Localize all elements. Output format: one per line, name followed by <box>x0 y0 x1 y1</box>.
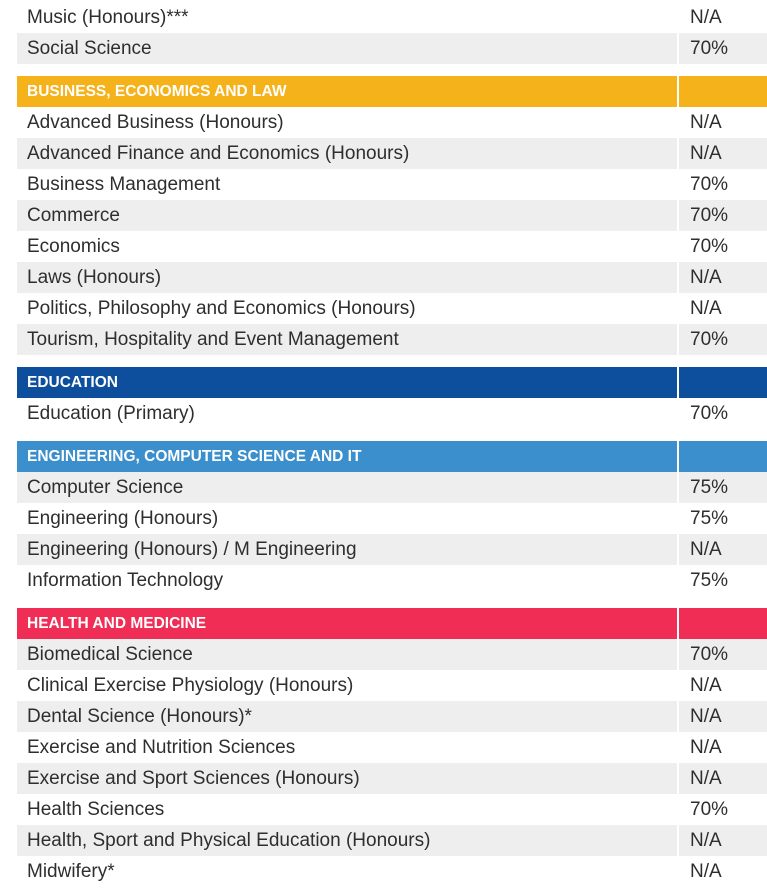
course-table: Music (Honours)*** N/A Social Science 70… <box>17 2 767 887</box>
course-score: 70% <box>677 794 767 825</box>
course-score: N/A <box>677 701 767 732</box>
table-row: Economics 70% <box>17 231 767 262</box>
course-name: Business Management <box>27 173 221 195</box>
table-row: Biomedical Science 70% <box>17 639 767 670</box>
table-row: Social Science 70% <box>17 33 767 64</box>
course-score: 70% <box>677 169 767 200</box>
course-name: Exercise and Nutrition Sciences <box>27 736 296 758</box>
course-name: Dental Science (Honours)* <box>27 705 252 727</box>
table-row: Exercise and Sport Sciences (Honours) N/… <box>17 763 767 794</box>
section-title: ENGINEERING, COMPUTER SCIENCE AND IT <box>17 441 677 472</box>
course-score: N/A <box>677 732 767 763</box>
course-score: N/A <box>677 825 767 856</box>
table-row: Information Technology 75% <box>17 565 767 596</box>
section-header-business: BUSINESS, ECONOMICS AND LAW <box>17 76 767 107</box>
course-name: Health, Sport and Physical Education (Ho… <box>27 829 431 851</box>
table-row: Advanced Business (Honours) N/A <box>17 107 767 138</box>
table-row: Health, Sport and Physical Education (Ho… <box>17 825 767 856</box>
course-name: Biomedical Science <box>27 643 193 665</box>
section-header-engineering: ENGINEERING, COMPUTER SCIENCE AND IT <box>17 441 767 472</box>
course-name: Politics, Philosophy and Economics (Hono… <box>27 297 416 319</box>
table-row: Politics, Philosophy and Economics (Hono… <box>17 293 767 324</box>
table-row: Midwifery* N/A <box>17 856 767 887</box>
course-name: Exercise and Sport Sciences (Honours) <box>27 767 360 789</box>
course-score: 75% <box>677 472 767 503</box>
course-name: Tourism, Hospitality and Event Managemen… <box>27 328 399 350</box>
section-title: HEALTH AND MEDICINE <box>17 608 677 639</box>
table-row: Engineering (Honours) / M Engineering N/… <box>17 534 767 565</box>
course-score: 70% <box>677 639 767 670</box>
course-name: Music (Honours)*** <box>27 6 189 28</box>
table-row: Dental Science (Honours)* N/A <box>17 701 767 732</box>
course-score: N/A <box>677 534 767 565</box>
course-score: 70% <box>677 200 767 231</box>
course-score: N/A <box>677 262 767 293</box>
course-score: 70% <box>677 324 767 355</box>
section-title: BUSINESS, ECONOMICS AND LAW <box>17 76 677 107</box>
course-score: N/A <box>677 293 767 324</box>
table-row: Clinical Exercise Physiology (Honours) N… <box>17 670 767 701</box>
table-row: Laws (Honours) N/A <box>17 262 767 293</box>
table-row: Engineering (Honours) 75% <box>17 503 767 534</box>
course-name: Advanced Business (Honours) <box>27 111 284 133</box>
course-score: 70% <box>677 231 767 262</box>
table-row: Tourism, Hospitality and Event Managemen… <box>17 324 767 355</box>
course-score: N/A <box>677 138 767 169</box>
table-row: Health Sciences 70% <box>17 794 767 825</box>
course-name: Commerce <box>27 204 120 226</box>
table-row: Advanced Finance and Economics (Honours)… <box>17 138 767 169</box>
course-score: 70% <box>677 398 767 429</box>
table-row: Commerce 70% <box>17 200 767 231</box>
section-header-education: EDUCATION <box>17 367 767 398</box>
course-name: Engineering (Honours) <box>27 507 219 529</box>
table-row: Business Management 70% <box>17 169 767 200</box>
section-header-cell <box>677 367 767 398</box>
table-row: Education (Primary) 70% <box>17 398 767 429</box>
course-score: N/A <box>677 107 767 138</box>
course-name: Economics <box>27 235 120 257</box>
section-title: EDUCATION <box>17 367 677 398</box>
course-name: Social Science <box>27 37 152 59</box>
table-row: Exercise and Nutrition Sciences N/A <box>17 732 767 763</box>
course-name: Information Technology <box>27 569 224 591</box>
table-row: Computer Science 75% <box>17 472 767 503</box>
course-score: N/A <box>677 856 767 887</box>
course-name: Laws (Honours) <box>27 266 162 288</box>
course-score: 75% <box>677 565 767 596</box>
section-header-cell <box>677 76 767 107</box>
course-score: 70% <box>677 33 767 64</box>
course-name: Education (Primary) <box>27 402 195 424</box>
course-name: Midwifery* <box>27 860 115 882</box>
course-name: Computer Science <box>27 476 184 498</box>
table-row: Music (Honours)*** N/A <box>17 2 767 33</box>
course-score: 75% <box>677 503 767 534</box>
course-name: Health Sciences <box>27 798 165 820</box>
course-name: Clinical Exercise Physiology (Honours) <box>27 674 354 696</box>
section-header-cell <box>677 608 767 639</box>
course-score: N/A <box>677 670 767 701</box>
course-score: N/A <box>677 2 767 33</box>
course-name: Engineering (Honours) / M Engineering <box>27 538 357 560</box>
section-header-health: HEALTH AND MEDICINE <box>17 608 767 639</box>
section-header-cell <box>677 441 767 472</box>
course-score: N/A <box>677 763 767 794</box>
course-name: Advanced Finance and Economics (Honours) <box>27 142 410 164</box>
